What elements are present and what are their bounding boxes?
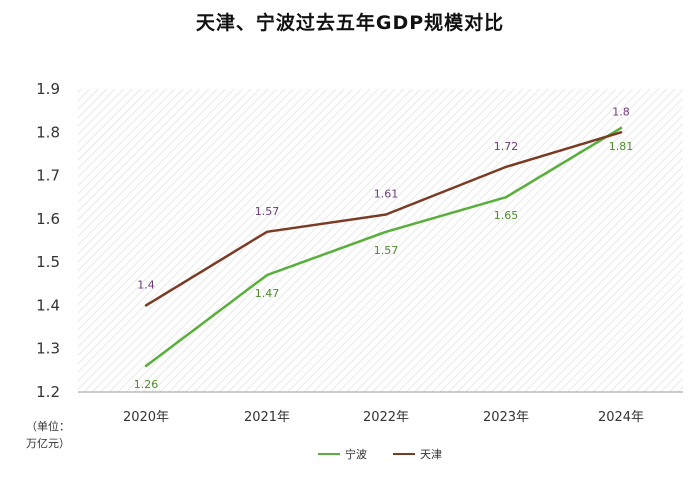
data-label: 1.47 <box>255 287 280 300</box>
series-line-ningbo <box>144 126 623 368</box>
data-label: 1.4 <box>137 278 155 291</box>
y-tick-label: 1.7 <box>36 167 60 185</box>
plot-area <box>78 89 683 392</box>
data-label: 1.57 <box>255 205 280 218</box>
x-tick-label: 2021年 <box>244 410 290 425</box>
legend-swatch-ningbo <box>318 453 340 455</box>
data-label: 1.81 <box>609 140 634 153</box>
legend-label-tianjin: 天津 <box>420 448 442 461</box>
data-label: 1.8 <box>612 105 630 118</box>
legend-swatch-tianjin <box>393 453 415 455</box>
chart-title: 天津、宁波过去五年GDP规模对比 <box>195 12 505 34</box>
y-tick-label: 1.8 <box>36 123 60 141</box>
data-label: 1.61 <box>374 188 399 201</box>
y-axis-unit-line1: （单位： <box>26 420 70 433</box>
legend-item-ningbo: 宁波 <box>318 446 367 462</box>
y-tick-label: 1.9 <box>36 80 60 98</box>
y-tick-label: 1.6 <box>36 210 60 228</box>
legend-label-ningbo: 宁波 <box>345 448 367 461</box>
y-axis-unit-line2: 万亿元） <box>26 437 70 450</box>
data-label: 1.26 <box>134 378 159 391</box>
data-label: 1.65 <box>494 209 519 222</box>
y-tick-label: 1.4 <box>36 296 60 314</box>
x-tick-label: 2023年 <box>483 410 529 425</box>
y-tick-label: 1.3 <box>36 340 60 358</box>
data-label: 1.57 <box>374 244 399 257</box>
x-tick-label: 2020年 <box>123 410 169 425</box>
legend-item-tianjin: 天津 <box>393 446 442 462</box>
x-tick-label: 2024年 <box>598 410 644 425</box>
y-tick-label: 1.5 <box>36 253 60 271</box>
series-line-tianjin <box>144 131 623 307</box>
data-label: 1.72 <box>494 140 519 153</box>
y-tick-label: 1.2 <box>36 383 60 401</box>
x-tick-label: 2022年 <box>363 410 409 425</box>
